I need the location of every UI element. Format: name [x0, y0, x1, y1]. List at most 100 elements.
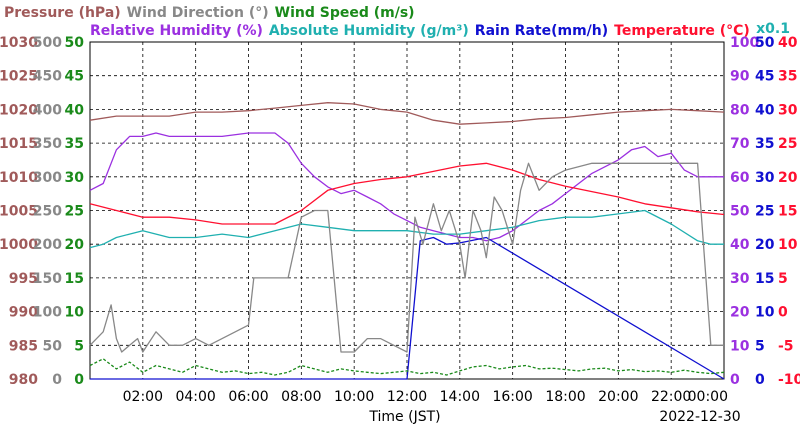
y-tick-temperature: -10 [778, 372, 800, 388]
y-tick-pressure: 1025 [0, 69, 38, 85]
y-tick-wind-direction: 100 [33, 305, 62, 321]
grid [90, 42, 724, 379]
y-tick-pressure: 985 [9, 338, 38, 354]
abs-humidity-scale-note: x0.1 [756, 21, 790, 37]
y-tick-wind-direction: 500 [33, 35, 62, 51]
y-tick-rain: 15 [755, 271, 774, 287]
y-tick-temperature: -5 [778, 338, 794, 354]
y-tick-humidity: 30 [730, 271, 750, 287]
y-tick-wind-speed: 50 [65, 35, 85, 51]
y-tick-humidity: 100 [730, 35, 759, 51]
legend-wind-direction: Wind Direction (°) [127, 5, 269, 21]
x-tick-label: 18:00 [545, 389, 585, 405]
legend-row-1: Pressure (hPa) Wind Direction (°) Wind Spe… [4, 5, 415, 21]
y-tick-pressure: 1000 [0, 237, 38, 253]
y-tick-wind-speed: 40 [65, 102, 85, 118]
y-tick-wind-direction: 450 [33, 69, 62, 85]
y-tick-humidity: 50 [730, 204, 750, 220]
y-tick-temperature: 35 [778, 69, 797, 85]
y-tick-rain: 40 [755, 102, 775, 118]
legend-pressure-hpa: Pressure (hPa) [4, 5, 121, 21]
series-relative-humidity [89, 132, 724, 242]
date-label: 2022-12-30 [659, 409, 740, 425]
x-tick-label: 02:00 [123, 389, 163, 405]
y-tick-wind-direction: 400 [33, 102, 62, 118]
y-tick-humidity: 90 [730, 69, 750, 85]
y-tick-humidity: 60 [730, 170, 750, 186]
legend-wind-speed-m-s: Wind Speed (m/s) [275, 5, 415, 21]
y-tick-wind-direction: 200 [33, 237, 62, 253]
y-tick-temperature: 15 [778, 204, 797, 220]
y-tick-wind-speed: 45 [65, 69, 84, 85]
series-pressure-hpa [89, 102, 725, 125]
y-tick-rain: 35 [755, 136, 774, 152]
y-tick-wind-direction: 300 [33, 170, 62, 186]
y-tick-temperature: 40 [778, 35, 798, 51]
y-tick-temperature: 5 [778, 271, 788, 287]
y-tick-humidity: 80 [730, 102, 750, 118]
y-tick-wind-speed: 30 [65, 170, 85, 186]
y-tick-pressure: 1005 [0, 204, 38, 220]
legend-row-2: Relative Humidity (%) Absolute Humidity (… [90, 23, 750, 39]
y-tick-temperature: 25 [778, 136, 797, 152]
y-tick-rain: 50 [755, 35, 775, 51]
y-tick-pressure: 1015 [0, 136, 38, 152]
y-tick-wind-speed: 10 [65, 305, 85, 321]
series-wind-direction [89, 162, 724, 353]
y-tick-wind-direction: 250 [33, 204, 62, 220]
x-tick-label: 00:00 [688, 389, 728, 405]
y-tick-wind-direction: 0 [52, 372, 62, 388]
y-tick-rain: 45 [755, 69, 774, 85]
legend-temperature-c: Temperature (°C) [614, 23, 750, 39]
x-tick-label: 10:00 [334, 389, 374, 405]
x-tick-label: 16:00 [492, 389, 532, 405]
series-layer [89, 102, 725, 380]
x-tick-label: 22:00 [651, 389, 691, 405]
legend-rain-rate-mm-h: Rain Rate(mm/h) [475, 23, 608, 39]
y-tick-wind-direction: 350 [33, 136, 62, 152]
y-tick-pressure: 995 [9, 271, 38, 287]
y-tick-wind-speed: 0 [74, 372, 84, 388]
x-tick-label: 08:00 [281, 389, 321, 405]
y-tick-wind-speed: 5 [74, 338, 84, 354]
y-tick-wind-speed: 25 [65, 204, 84, 220]
y-tick-wind-speed: 20 [65, 237, 85, 253]
y-tick-rain: 20 [755, 237, 775, 253]
y-tick-pressure: 990 [9, 305, 38, 321]
y-tick-temperature: 30 [778, 102, 798, 118]
y-tick-temperature: 0 [778, 305, 788, 321]
y-tick-wind-direction: 150 [33, 271, 62, 287]
y-tick-wind-direction: 50 [43, 338, 63, 354]
y-tick-pressure: 1020 [0, 102, 38, 118]
x-tick-label: 12:00 [387, 389, 427, 405]
x-axis: 02:00 04:00 06:00 08:00 10:00 12:00 14:00 16:00… [123, 389, 728, 405]
series-temperature-c [89, 162, 725, 225]
x-axis-label: Time (JST) [368, 409, 440, 425]
x-tick-label: 04:00 [175, 389, 215, 405]
y-axes: 9809859909951000100510101015102010251030… [0, 35, 800, 388]
x-tick-label: 20:00 [598, 389, 638, 405]
legend: Pressure (hPa) Wind Direction (°) Wind Spe… [4, 5, 790, 39]
y-tick-pressure: 1010 [0, 170, 38, 186]
y-tick-wind-speed: 15 [65, 271, 84, 287]
legend-absolute-humidity-g-m: Absolute Humidity (g/m³) [269, 23, 469, 39]
y-tick-temperature: 10 [778, 237, 798, 253]
y-tick-pressure: 1030 [0, 35, 38, 51]
series-wind-speed-m-s [89, 358, 725, 376]
y-tick-rain: 30 [755, 170, 775, 186]
y-tick-humidity: 10 [730, 338, 750, 354]
y-tick-humidity: 40 [730, 237, 750, 253]
y-tick-pressure: 980 [9, 372, 38, 388]
y-tick-rain: 0 [755, 372, 765, 388]
series-absolute-humidity-g-m [89, 209, 724, 249]
x-tick-label: 14:00 [440, 389, 480, 405]
y-tick-rain: 25 [755, 204, 774, 220]
legend-relative-humidity: Relative Humidity (%) [90, 23, 263, 39]
y-tick-humidity: 0 [730, 372, 740, 388]
y-tick-wind-speed: 35 [65, 136, 84, 152]
y-tick-humidity: 70 [730, 136, 750, 152]
y-tick-temperature: 20 [778, 170, 798, 186]
y-tick-rain: 10 [755, 305, 775, 321]
x-tick-label: 06:00 [228, 389, 268, 405]
